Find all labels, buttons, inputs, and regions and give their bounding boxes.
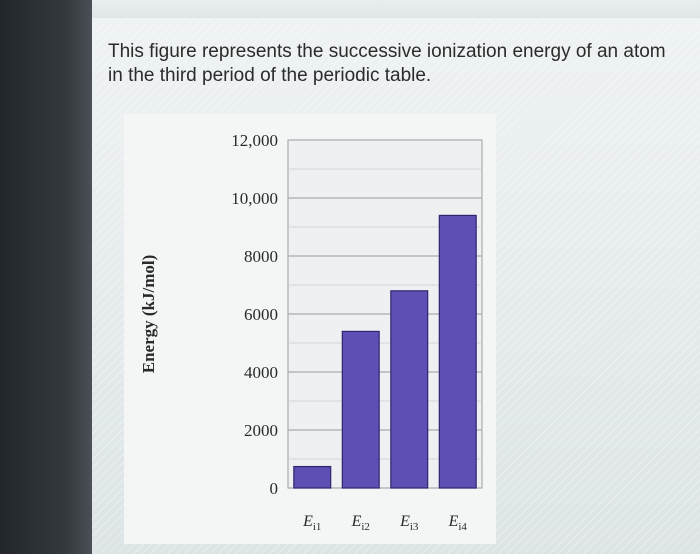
- y-tick-labels: 0 2000 4000 6000 8000 10,000 12,000: [231, 131, 278, 498]
- question-card: This figure represents the successive io…: [92, 18, 700, 554]
- x-tick-label: Ei1: [302, 513, 321, 533]
- y-axis-title: Energy (kJ/mol): [139, 255, 158, 374]
- bar-E_i1: [293, 465, 332, 489]
- y-tick-label: 8000: [244, 247, 278, 266]
- question-text: This figure represents the successive io…: [108, 41, 666, 86]
- bars: [293, 214, 477, 489]
- screen-bezel: [0, 0, 92, 554]
- x-tick-label: Ei2: [351, 513, 370, 533]
- bar-E_i4: [438, 214, 477, 489]
- bar-E_i2: [341, 330, 380, 489]
- y-tick-label: 0: [270, 479, 279, 498]
- y-tick-label: 2000: [244, 421, 278, 440]
- bar-chart: 0 2000 4000 6000 8000 10,000 12,000 Ei1 Ei2 Ei3 E…: [124, 114, 496, 544]
- y-tick-label: 4000: [244, 363, 278, 382]
- y-tick-label: 6000: [244, 305, 278, 324]
- y-tick-label: 10,000: [231, 189, 278, 208]
- bar-E_i3: [390, 290, 429, 489]
- x-tick-label: Ei3: [399, 513, 419, 533]
- y-tick-label: 12,000: [231, 131, 278, 150]
- x-tick-labels: Ei1 Ei2 Ei3 Ei4: [302, 513, 467, 533]
- x-tick-label: Ei4: [448, 513, 468, 533]
- page-top-strip: [92, 0, 700, 18]
